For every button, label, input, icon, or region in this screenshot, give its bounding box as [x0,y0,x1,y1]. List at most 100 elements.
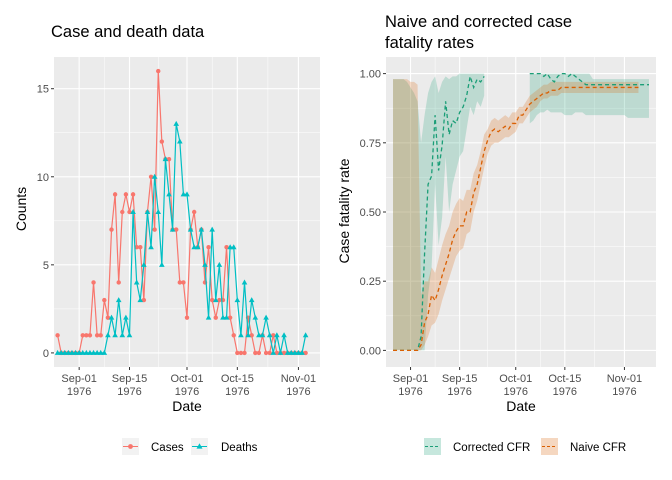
right-chart-title-line-2: fatality rates [385,34,474,52]
deaths-point [245,332,251,338]
cases-point [238,350,244,356]
right-x-axis-ticks: Sep-011976Sep-151976Oct-011976Oct-151976… [393,367,642,398]
cases-point [127,209,132,215]
y-tick-label: 0.00 [360,345,381,357]
cases-point [98,333,103,338]
deaths-point [263,314,269,320]
x-tick-label: 1976 [225,386,249,398]
deaths-point [133,279,140,285]
legend-marker-cases [128,444,133,449]
left-x-axis-ticks: Sep-011976Sep-151976Oct-011976Oct-151976… [61,367,316,398]
cases-point [130,192,136,197]
cases-point [109,227,114,232]
right-legend: Corrected CFR Naive CFR [424,438,626,455]
cases-point [120,209,125,215]
deaths-point [65,349,72,355]
cases-point [148,174,154,179]
deaths-point [108,314,115,320]
x-tick-label: Oct-01 [499,373,532,385]
deaths-point [292,349,298,355]
deaths-point [212,297,219,303]
deaths-point [61,349,68,355]
deaths-point [126,332,133,338]
cases-point [138,245,143,250]
deaths-point [209,226,215,232]
deaths-point [97,349,104,355]
cases-point [116,280,121,285]
x-tick-label: Oct-01 [170,373,203,385]
cases-point [191,209,197,215]
right-gridlines [386,57,656,367]
deaths-point [256,332,262,338]
cases-point [271,333,276,338]
deaths-point [252,314,259,320]
x-tick-label: 1976 [553,386,577,398]
cases-point [159,139,165,144]
cases-point [303,350,308,356]
cases-point [253,350,258,356]
x-tick-label: 1976 [503,386,527,398]
deaths-point [141,261,147,267]
deaths-point [230,244,237,250]
legend-marker-deaths [196,443,203,449]
corrected-cfr-ribbon [529,73,649,124]
deaths-point [148,244,154,250]
cases-point [174,227,179,232]
x-tick-label: Sep-15 [112,373,147,385]
x-tick-label: 1976 [286,386,310,398]
deaths-point [69,349,75,355]
deaths-point [173,120,180,126]
deaths-point [115,297,122,303]
right-y-axis-ticks: 0.00 0.25 0.50 0.75 1.00 [360,69,386,357]
deaths-point [76,349,82,355]
x-tick-label: Oct-15 [548,373,581,385]
cases-point [224,245,229,250]
deaths-point [194,244,201,250]
legend-label-cases: Cases [151,442,184,454]
deaths-point [187,226,194,232]
deaths-point [130,209,136,214]
cases-point [231,333,236,338]
deaths-point [284,349,291,355]
deaths-point [137,297,144,303]
right-series [393,72,649,352]
cases-point [274,350,280,356]
deaths-point [94,349,100,355]
cases-point [84,333,89,338]
deaths-point [123,314,129,320]
cases-point [209,297,215,303]
deaths-point [281,332,287,338]
deaths-point [144,209,151,214]
y-tick-label: 0.75 [360,138,381,150]
deaths-point [87,349,93,355]
x-tick-label: Sep-01 [393,373,428,385]
cases-point [184,315,190,320]
left-chart-title: Case and death data [51,23,205,41]
x-tick-label: 1976 [612,386,636,398]
left-y-axis-label: Counts [13,187,29,231]
left-y-axis-ticks: 0 5 10 15 [37,84,54,360]
y-tick-label: 0.50 [360,207,381,219]
deaths-point [238,332,244,338]
cases-point [281,350,287,356]
deaths-point [259,332,266,338]
legend-label-deaths: Deaths [221,442,258,454]
cases-point [263,350,269,356]
corrected-cfr-ribbon [393,73,485,351]
deaths-point [191,244,197,250]
x-tick-label: Sep-01 [61,373,96,385]
deaths-point [155,209,162,214]
deaths-point [184,191,190,197]
x-tick-label: 1976 [175,386,199,398]
cases-point [156,68,161,74]
x-tick-label: Nov-01 [607,373,642,385]
deaths-point [58,349,64,355]
y-tick-label: 0 [43,348,49,360]
deaths-point [295,349,302,355]
right-chart-title-line-1: Naive and corrected case [385,13,572,31]
deaths-point [302,332,309,338]
deaths-point [220,314,226,320]
cases-point [242,350,247,356]
